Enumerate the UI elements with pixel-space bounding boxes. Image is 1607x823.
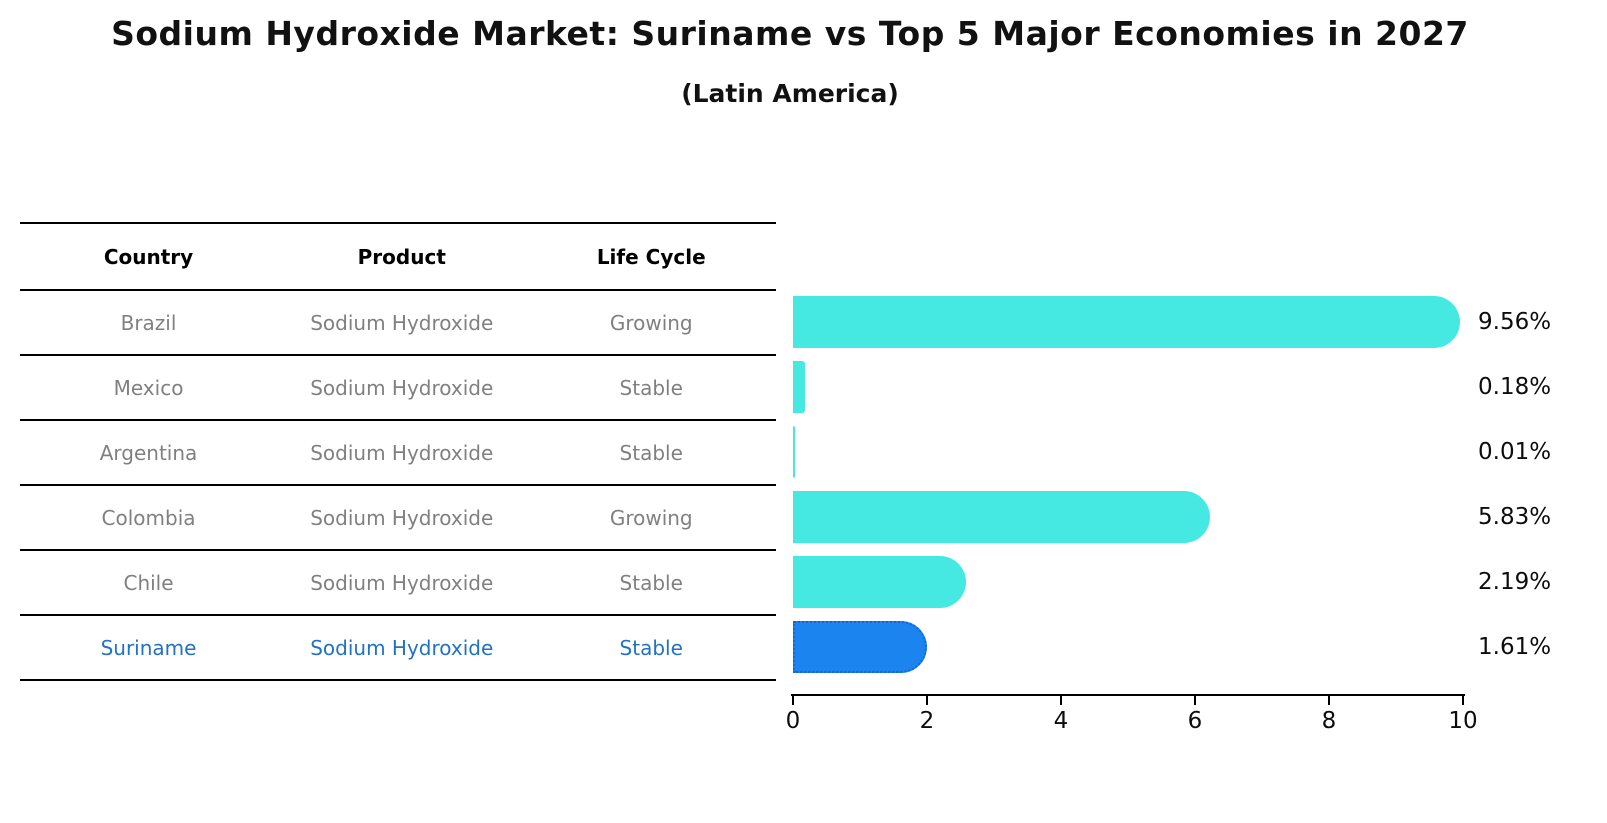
x-axis-tick-label: 0: [785, 708, 801, 734]
x-axis-tick-label: 4: [1053, 708, 1069, 734]
cell-product: Sodium Hydroxide: [310, 310, 494, 335]
value-label: 5.83%: [1478, 504, 1552, 530]
cell-country: Mexico: [113, 375, 184, 400]
comparison-table: Country Product Life Cycle Brazil Sodium …: [20, 222, 776, 681]
cell-country: Argentina: [99, 440, 198, 465]
x-axis-tick-label: 6: [1187, 708, 1203, 734]
page-title: Sodium Hydroxide Market: Suriname vs Top…: [111, 14, 1469, 53]
header-country: Country: [103, 244, 194, 269]
chart-bar-brazil: [793, 296, 1460, 348]
x-axis-tick: [792, 696, 794, 705]
x-axis-line: [791, 694, 1465, 696]
value-label: 9.56%: [1478, 309, 1552, 335]
value-label: 0.18%: [1478, 374, 1552, 400]
page-subtitle: (Latin America): [681, 79, 899, 108]
table-body: Brazil Sodium Hydroxide Growing Mexico Sodiu…: [20, 291, 776, 681]
cell-product: Sodium Hydroxide: [310, 570, 494, 595]
cell-life-cycle: Stable: [619, 375, 683, 400]
cell-product: Sodium Hydroxide: [310, 375, 494, 400]
chart-bar-suriname: [793, 621, 927, 673]
cell-product: Sodium Hydroxide: [310, 440, 494, 465]
cell-country: Brazil: [120, 310, 177, 335]
cell-life-cycle: Stable: [619, 635, 683, 660]
cell-life-cycle: Stable: [619, 570, 683, 595]
x-axis-tick: [1060, 696, 1062, 705]
header-life-cycle: Life Cycle: [596, 244, 706, 269]
cell-country: Colombia: [101, 505, 196, 530]
x-axis-tick: [1194, 696, 1196, 705]
cell-product: Sodium Hydroxide: [310, 635, 494, 660]
x-axis-tick-label: 2: [919, 708, 935, 734]
table-row: Brazil Sodium Hydroxide Growing: [20, 291, 776, 356]
chart-bar-mexico: [793, 361, 806, 413]
x-axis-tick: [1462, 696, 1464, 705]
cell-life-cycle: Growing: [609, 310, 693, 335]
cell-country: Chile: [123, 570, 174, 595]
x-axis-tick-label: 8: [1321, 708, 1337, 734]
table-row: Colombia Sodium Hydroxide Growing: [20, 486, 776, 551]
header-product: Product: [357, 244, 446, 269]
chart-bar-colombia: [793, 491, 1210, 543]
table-row: Mexico Sodium Hydroxide Stable: [20, 356, 776, 421]
chart-bar-argentina: [793, 426, 795, 478]
value-label: 2.19%: [1478, 569, 1552, 595]
chart-header: Sodium Hydroxide Market: Suriname vs Top…: [0, 0, 1580, 108]
cell-product: Sodium Hydroxide: [310, 505, 494, 530]
cell-country: Suriname: [100, 635, 197, 660]
x-axis-tick: [926, 696, 928, 705]
table-row: Argentina Sodium Hydroxide Stable: [20, 421, 776, 486]
x-axis-tick-label: 10: [1448, 708, 1478, 734]
table-row: Chile Sodium Hydroxide Stable: [20, 551, 776, 616]
table-row: Suriname Sodium Hydroxide Stable: [20, 616, 776, 681]
chart-bar-chile: [793, 556, 966, 608]
table-header-row: Country Product Life Cycle: [20, 224, 776, 291]
value-label: 1.61%: [1478, 634, 1552, 660]
value-label: 0.01%: [1478, 439, 1552, 465]
cell-life-cycle: Growing: [609, 505, 693, 530]
cell-life-cycle: Stable: [619, 440, 683, 465]
x-axis-tick: [1328, 696, 1330, 705]
